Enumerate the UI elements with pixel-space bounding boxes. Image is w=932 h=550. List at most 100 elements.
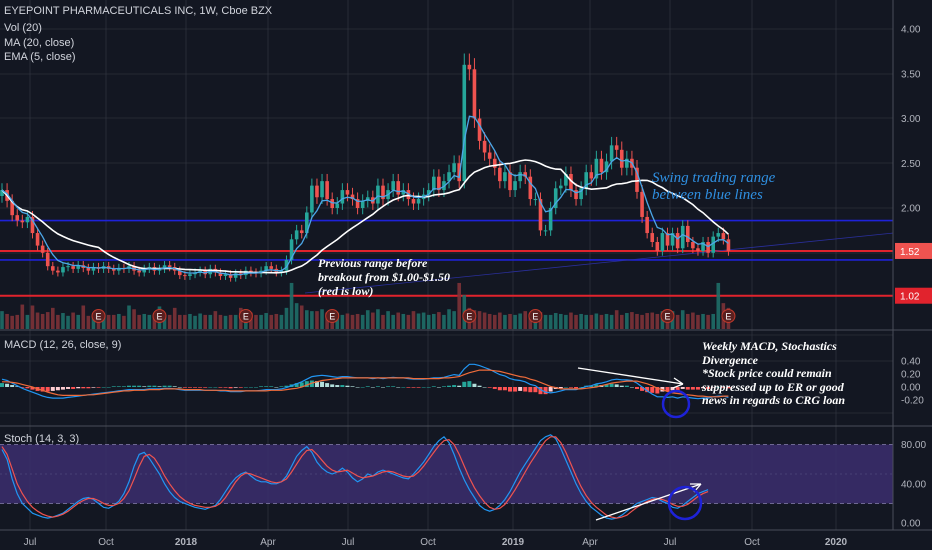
candle-body	[40, 245, 45, 253]
candle-body	[701, 242, 705, 251]
macd-histogram-bar	[81, 387, 86, 389]
volume-bar	[340, 314, 345, 329]
macd-histogram-bar	[132, 385, 137, 387]
candle-body	[604, 161, 609, 173]
candle-body	[411, 199, 416, 204]
candle-body	[20, 220, 25, 223]
volume-bar	[619, 314, 624, 329]
candle-body	[594, 158, 599, 179]
macd-histogram-bar	[238, 387, 243, 388]
candle-body	[310, 185, 314, 213]
macd-histogram-bar	[25, 387, 30, 389]
volume-bar	[117, 313, 121, 329]
price-tick-label: 2.00	[901, 204, 921, 215]
volume-bar	[269, 314, 274, 329]
time-tick-label: 2020	[825, 537, 848, 548]
volume-bar	[350, 314, 355, 329]
ema-5-line	[1, 115, 729, 276]
macd-histogram-bar	[172, 386, 177, 387]
macd-tick-label: 0.00	[901, 383, 921, 394]
volume-bar	[391, 314, 395, 329]
candle-body	[315, 185, 319, 198]
macd-histogram-bar	[55, 387, 60, 391]
volume-bar	[20, 304, 25, 329]
macd-histogram-bar	[513, 387, 518, 392]
candle-body	[447, 172, 451, 182]
candle-body	[360, 200, 365, 208]
candle-body	[406, 190, 411, 200]
volume-bar	[25, 314, 30, 329]
volume-bar	[122, 315, 126, 329]
candle-body	[462, 64, 467, 182]
macd-histogram-bar	[259, 386, 264, 387]
earnings-marker-label: E	[664, 312, 670, 322]
macd-histogram-bar	[381, 387, 385, 388]
candle-body	[543, 230, 548, 232]
candle-body	[640, 191, 644, 217]
volume-bar	[432, 313, 436, 329]
stoch-k-line	[1, 434, 709, 520]
candle-body	[426, 190, 431, 195]
volume-bar	[279, 314, 284, 329]
macd-histogram-bar	[436, 387, 441, 388]
volume-bar	[553, 313, 558, 329]
volume-bar	[305, 310, 309, 329]
candle-body	[706, 242, 710, 253]
volume-bar	[315, 311, 319, 329]
candle-body	[711, 236, 715, 253]
volume-bar	[228, 314, 233, 329]
macd-histogram-bar	[391, 386, 396, 387]
time-tick-label: Jul	[342, 537, 355, 548]
macd-histogram-bar	[665, 387, 670, 392]
volume-bar	[513, 314, 517, 329]
candle-body	[365, 197, 370, 201]
macd-histogram-bar	[91, 387, 96, 388]
macd-histogram-bar	[198, 387, 203, 388]
candle-body	[396, 181, 401, 195]
volume-bar	[111, 314, 116, 329]
volume-bar	[711, 313, 715, 329]
volume-bar	[76, 314, 80, 329]
candle-body	[503, 172, 507, 182]
vol-legend: Vol (20)	[4, 22, 42, 34]
time-tick-label: Jul	[24, 537, 37, 548]
stoch-highlight-circle	[667, 485, 703, 521]
macd-histogram-bar	[528, 387, 533, 393]
time-tick-label: Jul	[664, 537, 677, 548]
prev-note-line: (red is low)	[318, 284, 374, 298]
macd-tick-label: 0.40	[901, 357, 921, 368]
price-tick-label: 2.50	[901, 159, 921, 170]
time-tick-label: Oct	[98, 537, 114, 548]
volume-bar	[233, 314, 238, 329]
candle-body	[391, 181, 395, 191]
macd-tick-label: 0.20	[901, 370, 921, 381]
volume-bar	[5, 313, 9, 329]
candle-body	[609, 145, 614, 162]
macd-histogram-bar	[548, 387, 553, 392]
candle-body	[15, 215, 20, 221]
volume-bar	[56, 314, 60, 329]
candle-body	[579, 188, 583, 200]
volume-bar	[614, 310, 619, 329]
macd-histogram-bar	[86, 387, 91, 389]
last-price-badge	[895, 242, 932, 259]
volume-bar	[223, 315, 228, 329]
candle-body	[533, 199, 538, 201]
candle-body	[457, 163, 461, 182]
candle-body	[223, 274, 228, 277]
volume-bar	[482, 312, 487, 329]
volume-bar	[61, 313, 65, 329]
volume-bar	[51, 307, 55, 329]
macd-histogram-bar	[355, 387, 360, 388]
stoch-tick-label: 40.00	[901, 479, 926, 490]
candle-body	[137, 270, 141, 273]
macd-histogram-bar	[502, 387, 507, 391]
macd-histogram-bar	[335, 385, 340, 387]
macd-histogram-bar	[645, 387, 650, 393]
earnings-marker	[325, 309, 340, 323]
volume-bar	[569, 312, 573, 329]
macd-histogram-bar	[96, 387, 101, 388]
ma-legend: MA (20, close)	[4, 37, 75, 49]
macd-histogram-bar	[594, 384, 599, 387]
